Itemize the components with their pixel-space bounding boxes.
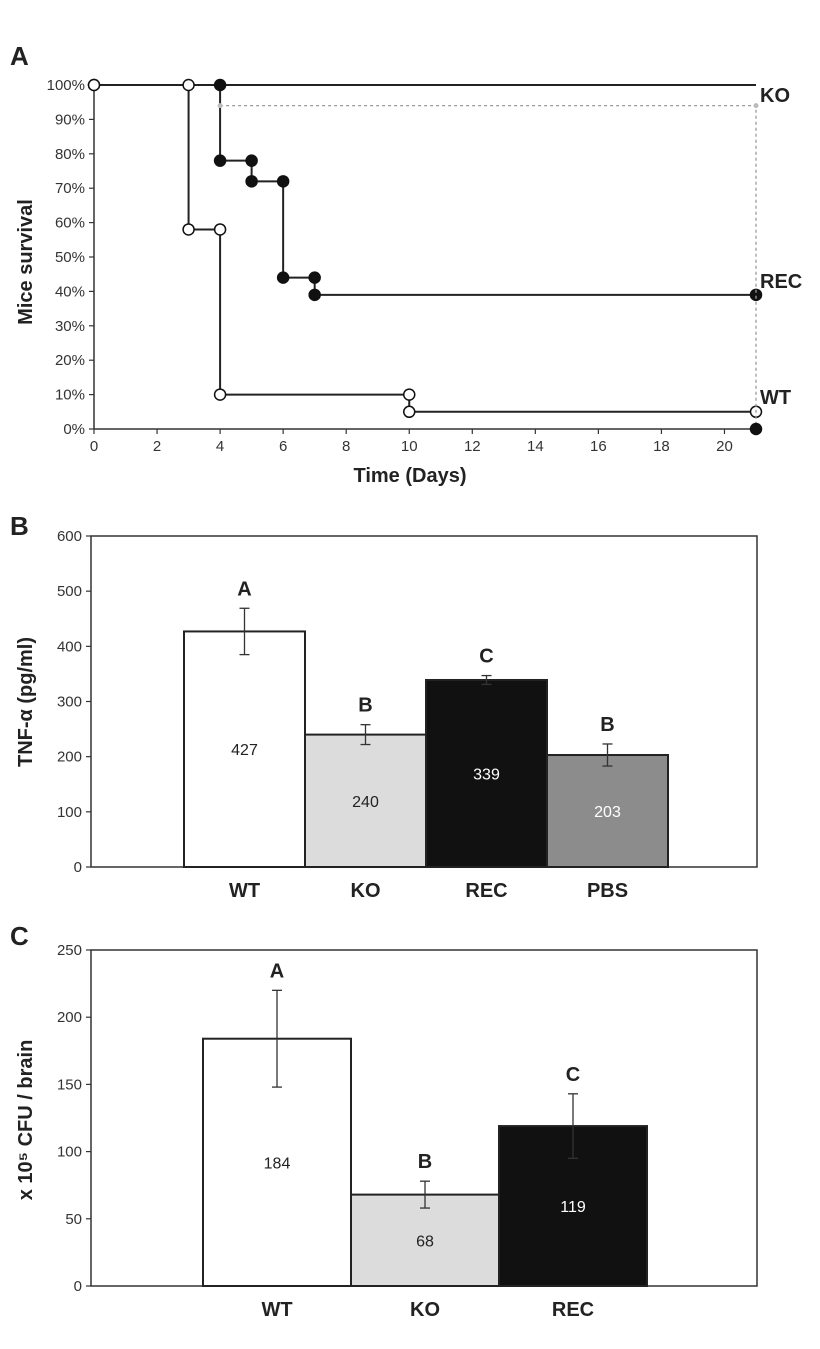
tnf-y-tick-label: 600 bbox=[57, 528, 82, 545]
survival-x-tick-label: 14 bbox=[527, 438, 544, 455]
panel-letter-a: A bbox=[10, 41, 29, 71]
tnf-value-label: 339 bbox=[473, 766, 500, 783]
cfu-category-label: REC bbox=[552, 1299, 594, 1321]
survival-y-tick-label: 60% bbox=[55, 215, 85, 232]
survival-x-tick-label: 6 bbox=[279, 438, 287, 455]
survival-series-group bbox=[87, 78, 763, 436]
cfu-y-tick-label: 250 bbox=[57, 942, 82, 959]
panel-letter-c: C bbox=[10, 921, 29, 951]
survival-line-wt bbox=[94, 84, 756, 413]
tnf-y-tick-label: 400 bbox=[57, 638, 82, 655]
survival-y-tick-label: 80% bbox=[55, 146, 85, 163]
tnf-bar bbox=[425, 678, 548, 868]
survival-x-tick-label: 16 bbox=[590, 438, 607, 455]
survival-y-tick-label: 20% bbox=[55, 352, 85, 369]
series-label-rec: REC bbox=[760, 271, 802, 293]
cfu-significance-label: B bbox=[418, 1151, 432, 1173]
cfu-category-label: WT bbox=[261, 1299, 292, 1321]
series-label-ko: KO bbox=[760, 85, 790, 107]
cfu-value-label: 119 bbox=[560, 1199, 586, 1216]
survival-x-tick-label: 20 bbox=[716, 438, 733, 455]
survival-end-marker bbox=[749, 422, 763, 436]
survival-marker-rec bbox=[213, 78, 227, 92]
tnf-value-label: 240 bbox=[352, 794, 379, 811]
tnf-value-label: 427 bbox=[231, 742, 258, 759]
cfu-value-label: 184 bbox=[264, 1155, 291, 1172]
survival-marker-wt bbox=[87, 78, 101, 92]
tnf-category-label: PBS bbox=[587, 880, 628, 902]
survival-y-tick-label: 0% bbox=[63, 421, 85, 438]
survival-y-tick-label: 100% bbox=[47, 77, 85, 94]
cfu-chart-panel: C x 10⁵ CFU / brain 0 50 100 150 200 250 A 184 W… bbox=[10, 921, 758, 1321]
cfu-significance-label: C bbox=[566, 1064, 580, 1086]
survival-marker-reference bbox=[217, 103, 223, 109]
tnf-significance-label: C bbox=[479, 646, 493, 668]
tnf-chart-panel: B TNF-α (pg/ml) 0 100 200 300 400 500 600 A 427 W… bbox=[10, 511, 758, 902]
survival-x-tick-label: 12 bbox=[464, 438, 481, 455]
tnf-y-tick-label: 300 bbox=[57, 694, 82, 711]
tnf-value-label: 203 bbox=[594, 804, 621, 821]
survival-marker-rec bbox=[308, 288, 321, 302]
survival-marker-rec bbox=[308, 271, 321, 284]
tnf-category-label: KO bbox=[351, 880, 381, 902]
tnf-category-label: REC bbox=[465, 880, 507, 902]
survival-marker-rec bbox=[245, 154, 258, 167]
survival-marker-wt bbox=[182, 78, 195, 92]
survival-x-tick-label: 0 bbox=[90, 438, 98, 455]
survival-y-tick-label: 90% bbox=[55, 111, 85, 128]
cfu-y-tick-label: 150 bbox=[57, 1076, 82, 1093]
cfu-category-label: KO bbox=[410, 1299, 440, 1321]
survival-y-tick-label: 10% bbox=[55, 387, 85, 404]
cfu-y-tick-label: 50 bbox=[65, 1211, 82, 1228]
cfu-y-tick-label: 100 bbox=[57, 1144, 82, 1161]
survival-y-axis-title: Mice survival bbox=[15, 199, 37, 325]
cfu-y-tick-label: 200 bbox=[57, 1009, 82, 1026]
survival-marker-wt bbox=[402, 388, 416, 401]
tnf-significance-label: A bbox=[237, 578, 251, 600]
survival-x-axis-title: Time (Days) bbox=[353, 465, 466, 487]
tnf-y-tick-label: 200 bbox=[57, 749, 82, 766]
cfu-y-axis-title: x 10⁵ CFU / brain bbox=[15, 1040, 37, 1201]
survival-x-tick-label: 4 bbox=[216, 438, 224, 455]
survival-line-rec bbox=[94, 84, 756, 296]
survival-x-tick-label: 10 bbox=[401, 438, 418, 455]
survival-line-reference bbox=[220, 104, 757, 429]
survival-marker-rec bbox=[749, 288, 763, 302]
tnf-y-axis-title: TNF-α (pg/ml) bbox=[15, 637, 37, 767]
survival-x-tick-label: 18 bbox=[653, 438, 670, 455]
tnf-y-tick-label: 100 bbox=[57, 804, 82, 821]
survival-marker-wt bbox=[402, 405, 416, 419]
survival-y-tick-label: 70% bbox=[55, 180, 85, 197]
survival-y-tick-label: 40% bbox=[55, 283, 85, 300]
tnf-bars-group: 0 100 200 300 400 500 600 A 427 WT B 240 KO C 339 REC B 2… bbox=[57, 528, 758, 902]
survival-marker-rec bbox=[276, 271, 290, 284]
survival-marker-rec bbox=[213, 154, 227, 167]
survival-marker-wt bbox=[213, 388, 227, 401]
survival-marker-wt bbox=[213, 223, 227, 236]
tnf-y-tick-label: 500 bbox=[57, 583, 82, 600]
survival-marker-wt bbox=[182, 223, 195, 236]
cfu-bars-group: 0 50 100 150 200 250 A 184 WT B 68 KO C 119 REC bbox=[57, 942, 758, 1321]
survival-y-tick-label: 50% bbox=[55, 249, 85, 266]
survival-marker-reference bbox=[753, 103, 759, 109]
cfu-value-label: 68 bbox=[416, 1233, 434, 1250]
survival-x-tick-label: 2 bbox=[153, 438, 161, 455]
survival-marker-rec bbox=[276, 175, 290, 188]
panel-letter-b: B bbox=[10, 511, 29, 541]
cfu-bar bbox=[350, 1193, 500, 1288]
cfu-y-tick-label: 0 bbox=[74, 1278, 82, 1295]
survival-x-tick-label: 8 bbox=[342, 438, 350, 455]
survival-axes: 0% 10% 20% 30% 40% 50% 60% 70% 80% 90% 100% 0 2 4 6 8 10… bbox=[47, 77, 756, 455]
survival-y-tick-label: 30% bbox=[55, 318, 85, 335]
tnf-bar bbox=[304, 733, 427, 868]
survival-chart-panel: A Mice survival Time (Days) 0% 10% 20% 30% 4… bbox=[10, 41, 802, 487]
tnf-y-tick-label: 0 bbox=[74, 859, 82, 876]
tnf-category-label: WT bbox=[229, 880, 260, 902]
tnf-significance-label: B bbox=[600, 714, 614, 736]
tnf-significance-label: B bbox=[358, 695, 372, 717]
series-label-wt: WT bbox=[760, 387, 791, 409]
survival-marker-rec bbox=[245, 175, 258, 188]
cfu-significance-label: A bbox=[270, 960, 284, 982]
